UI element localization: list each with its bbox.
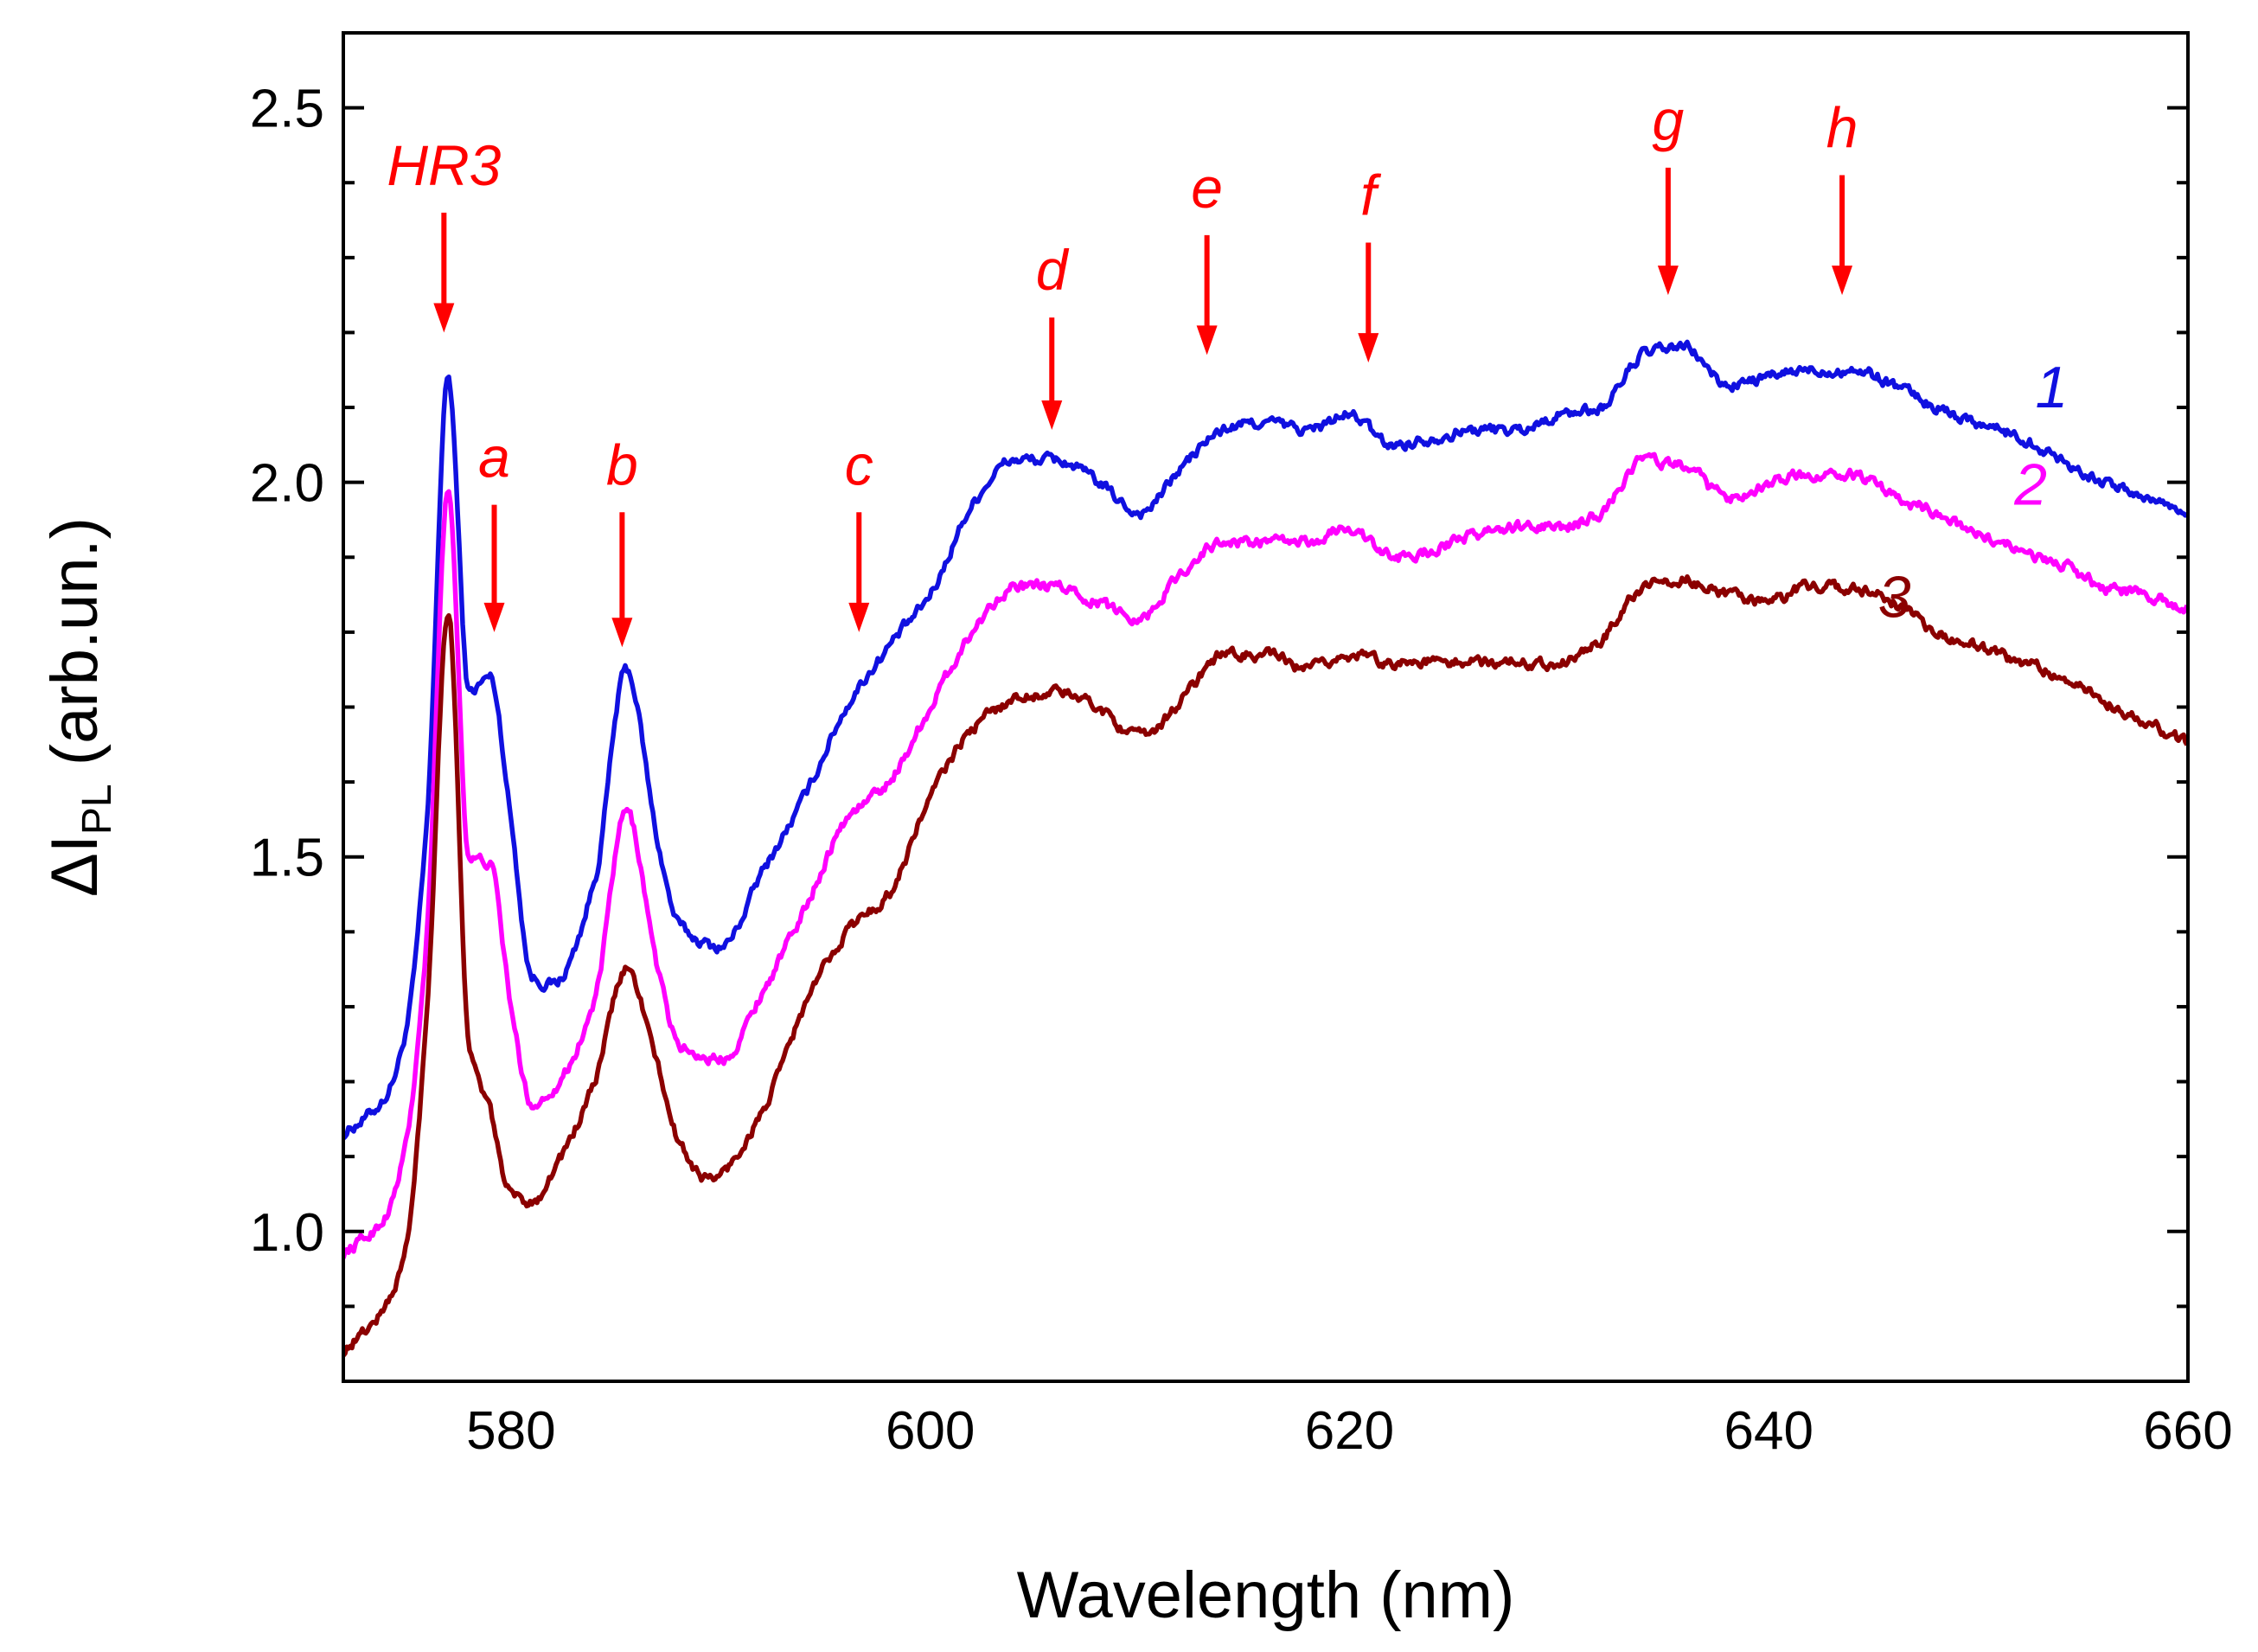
annotation-d: d xyxy=(1036,238,1070,431)
y-tick-label: 1.0 xyxy=(250,1203,324,1263)
plot-frame xyxy=(342,31,2190,1383)
annotation-arrow-head xyxy=(1832,266,1853,296)
curve-label-1: 1 xyxy=(2036,355,2069,420)
annotation-label: e xyxy=(1191,156,1223,220)
y-axis-title-prefix: ΔI xyxy=(38,835,112,897)
annotation-label: f xyxy=(1360,163,1382,227)
annotation-h: h xyxy=(1826,96,1858,296)
annotation-arrow-head xyxy=(483,602,505,632)
annotation-f: f xyxy=(1358,163,1382,363)
x-axis-title: Wavelength (nm) xyxy=(1017,1559,1515,1632)
annotation-label: HR3 xyxy=(387,133,501,197)
y-tick-label: 2.0 xyxy=(250,454,324,514)
y-axis-title-subscript: PL xyxy=(74,784,120,835)
y-axis: 1.0 1.5 2.0 2.5 xyxy=(250,31,2188,1309)
peak-annotations: HR3 a b c d e f g h xyxy=(387,88,1858,648)
annotation-label: d xyxy=(1036,238,1070,302)
y-axis-title: ΔIPL (arb.un.) xyxy=(38,517,120,897)
annotation-label: b xyxy=(606,432,638,496)
x-tick-label: 600 xyxy=(886,1401,975,1461)
annotation-arrow-head xyxy=(1358,333,1379,363)
series-line-2 xyxy=(343,451,2188,1259)
annotation-label: a xyxy=(478,426,510,490)
x-tick-label: 660 xyxy=(2143,1401,2232,1461)
annotation-arrow-head xyxy=(1196,325,1218,355)
x-axis: 580 600 620 640 660 xyxy=(466,1401,2233,1461)
plot-area xyxy=(343,339,2188,1358)
annotation-arrow-head xyxy=(1657,266,1679,296)
annotation-g: g xyxy=(1653,88,1685,296)
y-tick-label: 1.5 xyxy=(250,829,324,888)
annotation-arrow-head xyxy=(611,618,633,648)
curve-label-3: 3 xyxy=(1878,565,1911,631)
curve-labels: 1 2 3 xyxy=(1878,355,2069,631)
x-tick-label: 620 xyxy=(1305,1401,1394,1461)
series-line-3 xyxy=(343,573,2188,1358)
annotation-a: a xyxy=(478,426,510,632)
annotation-b: b xyxy=(606,432,638,648)
annotation-e: e xyxy=(1191,156,1223,355)
x-tick-label: 580 xyxy=(466,1401,555,1461)
annotation-c: c xyxy=(845,432,873,632)
annotation-arrow-head xyxy=(1041,400,1063,431)
annotation-hr3: HR3 xyxy=(387,133,502,333)
annotation-label: c xyxy=(845,432,873,496)
x-tick-label: 640 xyxy=(1724,1401,1813,1461)
annotation-arrow-head xyxy=(433,303,455,333)
series-line-1 xyxy=(343,339,2188,1141)
y-axis-title-suffix: (arb.un.) xyxy=(38,517,112,784)
curve-label-2: 2 xyxy=(2013,452,2047,518)
annotation-label: g xyxy=(1653,88,1685,152)
y-tick-label: 2.5 xyxy=(250,80,324,139)
annotation-arrow-head xyxy=(848,602,870,632)
annotation-label: h xyxy=(1826,96,1858,160)
